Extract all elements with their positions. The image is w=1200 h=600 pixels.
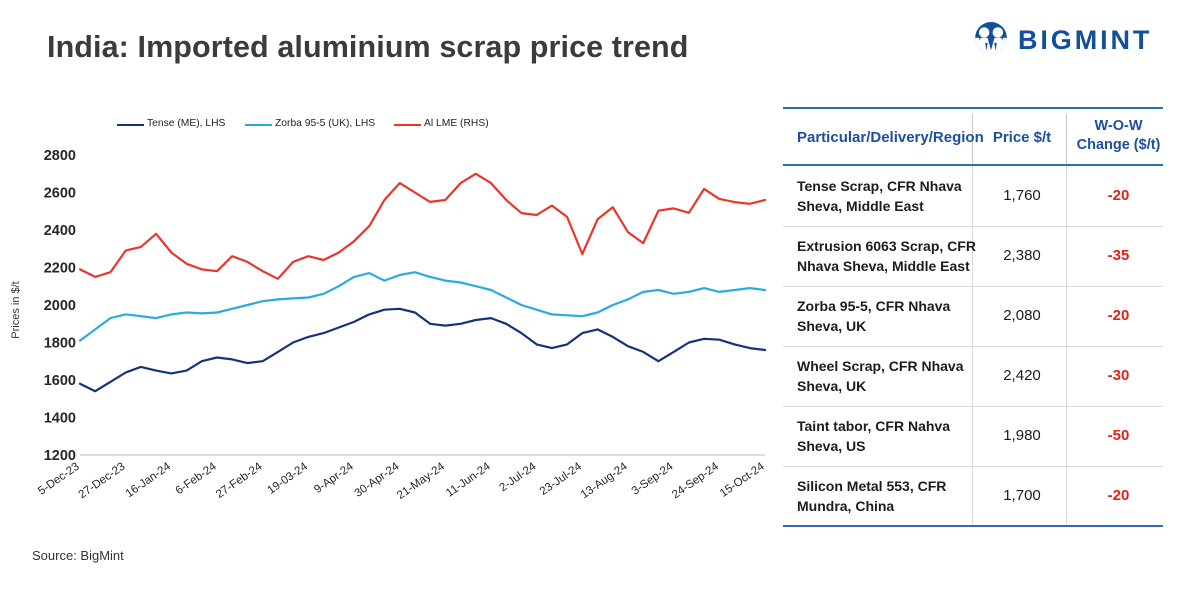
svg-text:19-03-24: 19-03-24 (265, 460, 310, 497)
svg-text:21-May-24: 21-May-24 (395, 460, 447, 502)
svg-text:3-Sep-24: 3-Sep-24 (630, 460, 676, 497)
svg-text:2600: 2600 (44, 186, 76, 202)
svg-text:24-Sep-24: 24-Sep-24 (670, 460, 721, 501)
svg-text:Prices in $/t: Prices in $/t (10, 281, 22, 338)
svg-text:6-Feb-24: 6-Feb-24 (174, 460, 220, 497)
svg-text:1600: 1600 (44, 373, 76, 389)
svg-text:1200: 1200 (44, 448, 76, 464)
svg-text:16-Jan-24: 16-Jan-24 (124, 460, 174, 500)
svg-text:1800: 1800 (44, 336, 76, 352)
svg-text:15-Oct-24: 15-Oct-24 (718, 460, 767, 500)
svg-text:5-Dec-23: 5-Dec-23 (36, 461, 82, 498)
svg-text:2200: 2200 (44, 261, 76, 277)
svg-text:27-Dec-23: 27-Dec-23 (77, 461, 128, 502)
svg-text:23-Jul-24: 23-Jul-24 (538, 460, 585, 498)
svg-text:2800: 2800 (44, 148, 76, 164)
svg-text:13-Aug-24: 13-Aug-24 (579, 460, 630, 501)
svg-text:1400: 1400 (44, 411, 76, 427)
svg-text:2000: 2000 (44, 298, 76, 314)
svg-text:27-Feb-24: 27-Feb-24 (214, 460, 265, 501)
svg-text:9-Apr-24: 9-Apr-24 (312, 460, 356, 496)
svg-text:30-Apr-24: 30-Apr-24 (353, 460, 402, 500)
svg-text:2400: 2400 (44, 223, 76, 239)
svg-text:2-Jul-24: 2-Jul-24 (497, 460, 538, 494)
svg-text:11-Jun-24: 11-Jun-24 (444, 460, 493, 499)
